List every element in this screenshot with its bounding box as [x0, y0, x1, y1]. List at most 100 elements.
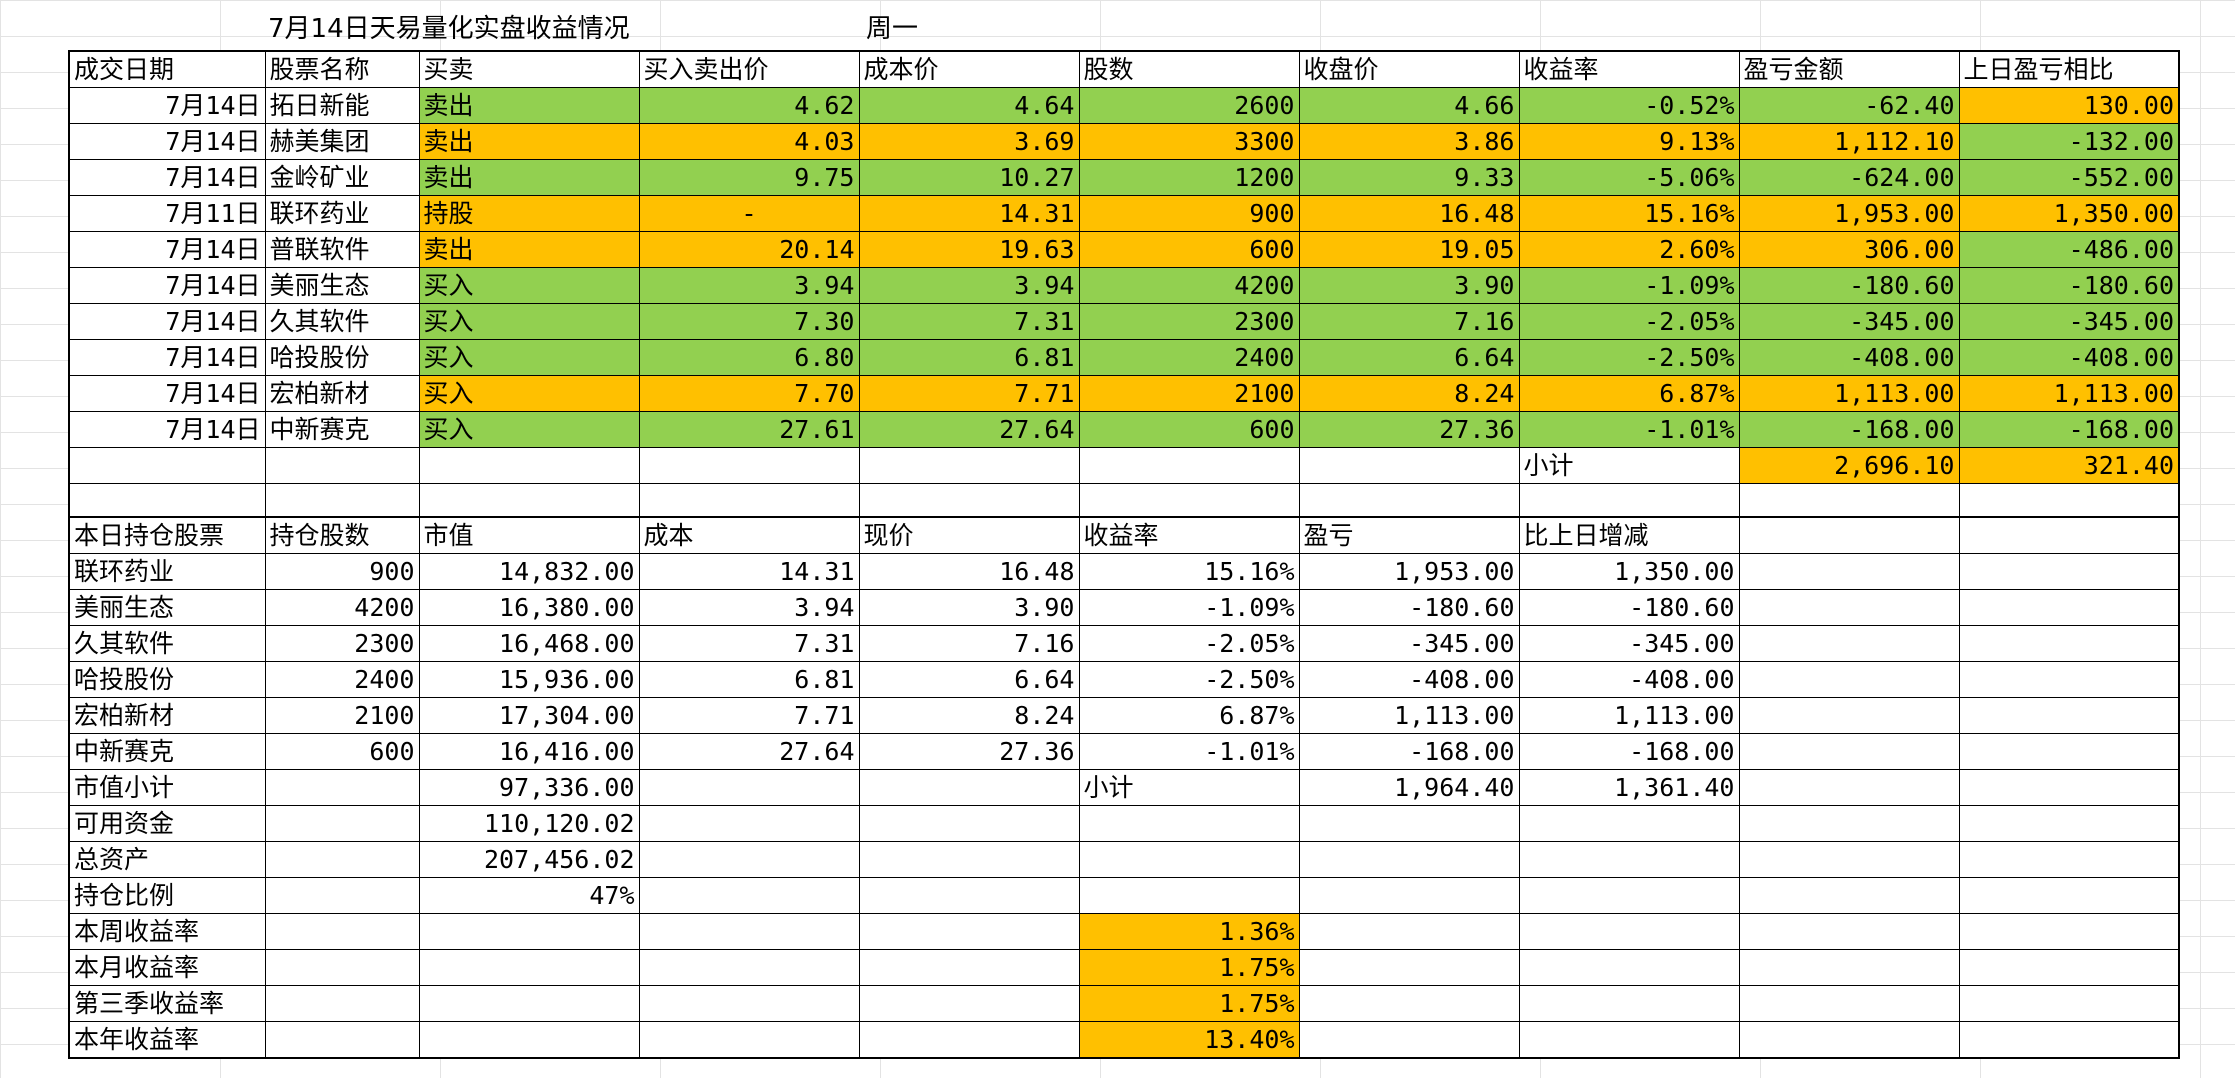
empty-cell[interactable]	[1958, 625, 2180, 662]
shares-cell[interactable]: 3300	[1078, 123, 1300, 160]
stock-name-cell[interactable]: 赫美集团	[264, 123, 420, 160]
cost-price-cell[interactable]: 6.81	[858, 339, 1080, 376]
empty-cell[interactable]	[638, 1021, 860, 1059]
empty-cell[interactable]	[264, 805, 420, 842]
empty-cell[interactable]	[858, 447, 1080, 484]
vs-prev-cell[interactable]: 1,350.00	[1958, 195, 2180, 232]
empty-cell[interactable]	[1078, 841, 1300, 878]
vs-prev-cell[interactable]: -486.00	[1958, 231, 2180, 268]
empty-cell[interactable]	[1298, 483, 1520, 519]
empty-cell[interactable]	[418, 913, 640, 950]
close-price-cell[interactable]: 4.66	[1298, 87, 1520, 124]
holding-change-cell[interactable]: -408.00	[1518, 661, 1740, 698]
trade-date-cell[interactable]: 7月14日	[68, 339, 266, 376]
empty-cell[interactable]	[1958, 841, 2180, 878]
header-cell[interactable]: 成本	[638, 516, 860, 554]
holding-rate-cell[interactable]: 15.16%	[1078, 553, 1300, 590]
holding-change-cell[interactable]: -168.00	[1518, 733, 1740, 770]
empty-cell[interactable]	[1738, 877, 1960, 914]
stock-name-cell[interactable]: 哈投股份	[264, 339, 420, 376]
holding-cost-cell[interactable]: 3.94	[638, 589, 860, 626]
empty-cell[interactable]	[858, 841, 1080, 878]
yearly-return-cell[interactable]: 13.40%	[1078, 1021, 1300, 1059]
vs-prev-cell[interactable]: -132.00	[1958, 123, 2180, 160]
subtotal-vs-prev-cell[interactable]: 321.40	[1958, 447, 2180, 484]
empty-cell[interactable]	[264, 949, 420, 986]
empty-cell[interactable]	[1958, 949, 2180, 986]
shares-cell[interactable]: 1200	[1078, 159, 1300, 196]
holding-pnl-cell[interactable]: 1,953.00	[1298, 553, 1520, 590]
action-cell[interactable]: 买入	[418, 267, 640, 304]
cost-price-cell[interactable]: 7.71	[858, 375, 1080, 412]
empty-cell[interactable]	[1298, 949, 1520, 986]
empty-cell[interactable]	[638, 769, 860, 806]
stock-name-cell[interactable]: 金岭矿业	[264, 159, 420, 196]
empty-cell[interactable]	[1518, 877, 1740, 914]
empty-cell[interactable]	[1518, 805, 1740, 842]
empty-cell[interactable]	[264, 483, 420, 519]
empty-cell[interactable]	[1738, 697, 1960, 734]
pnl-cell[interactable]: -345.00	[1738, 303, 1960, 340]
header-cell[interactable]: 比上日增减	[1518, 516, 1740, 554]
action-cell[interactable]: 持股	[418, 195, 640, 232]
pnl-cell[interactable]: -62.40	[1738, 87, 1960, 124]
cost-price-cell[interactable]: 27.64	[858, 411, 1080, 448]
return-rate-cell[interactable]: -0.52%	[1518, 87, 1740, 124]
holding-pnl-cell[interactable]: -408.00	[1298, 661, 1520, 698]
holding-cost-cell[interactable]: 27.64	[638, 733, 860, 770]
pnl-cell[interactable]: -180.60	[1738, 267, 1960, 304]
header-cell[interactable]: 股票名称	[264, 50, 420, 88]
trade-price-cell[interactable]: -	[638, 195, 860, 232]
empty-cell[interactable]	[264, 769, 420, 806]
trade-date-cell[interactable]: 7月14日	[68, 159, 266, 196]
action-cell[interactable]: 卖出	[418, 87, 640, 124]
cost-price-cell[interactable]: 3.69	[858, 123, 1080, 160]
header-cell[interactable]: 本日持仓股票	[68, 516, 266, 554]
empty-cell[interactable]	[638, 913, 860, 950]
empty-cell[interactable]	[264, 447, 420, 484]
trade-date-cell[interactable]: 7月14日	[68, 375, 266, 412]
trade-price-cell[interactable]: 7.70	[638, 375, 860, 412]
header-cell[interactable]: 市值	[418, 516, 640, 554]
cost-price-cell[interactable]: 4.64	[858, 87, 1080, 124]
empty-cell[interactable]	[264, 1021, 420, 1059]
stock-name-cell[interactable]: 中新赛克	[264, 411, 420, 448]
empty-cell[interactable]	[1298, 985, 1520, 1022]
shares-cell[interactable]: 4200	[1078, 267, 1300, 304]
trade-date-cell[interactable]: 7月14日	[68, 411, 266, 448]
holding-change-cell[interactable]: 1,350.00	[1518, 553, 1740, 590]
holding-pnl-cell[interactable]: -345.00	[1298, 625, 1520, 662]
holding-shares-cell[interactable]: 600	[264, 733, 420, 770]
action-cell[interactable]: 卖出	[418, 231, 640, 268]
holding-shares-cell[interactable]: 900	[264, 553, 420, 590]
empty-cell[interactable]	[264, 877, 420, 914]
close-price-cell[interactable]: 6.64	[1298, 339, 1520, 376]
empty-cell[interactable]	[1298, 877, 1520, 914]
return-rate-cell[interactable]: -2.50%	[1518, 339, 1740, 376]
pnl-cell[interactable]: -408.00	[1738, 339, 1960, 376]
empty-cell[interactable]	[638, 841, 860, 878]
return-rate-cell[interactable]: -1.09%	[1518, 267, 1740, 304]
empty-cell[interactable]	[1738, 553, 1960, 590]
empty-cell[interactable]	[1738, 805, 1960, 842]
holding-shares-cell[interactable]: 2400	[264, 661, 420, 698]
empty-cell[interactable]	[1078, 805, 1300, 842]
holding-shares-cell[interactable]: 2300	[264, 625, 420, 662]
trade-date-cell[interactable]: 7月14日	[68, 123, 266, 160]
return-rate-cell[interactable]: 2.60%	[1518, 231, 1740, 268]
empty-cell[interactable]	[418, 483, 640, 519]
empty-cell[interactable]	[1738, 483, 1960, 519]
empty-cell[interactable]	[638, 877, 860, 914]
header-cell[interactable]: 收益率	[1518, 50, 1740, 88]
cost-price-cell[interactable]: 10.27	[858, 159, 1080, 196]
market-value-cell[interactable]: 15,936.00	[418, 661, 640, 698]
empty-cell[interactable]	[1958, 769, 2180, 806]
empty-cell[interactable]	[1958, 877, 2180, 914]
empty-cell[interactable]	[1078, 483, 1300, 519]
header-cell[interactable]: 买卖	[418, 50, 640, 88]
holding-name-cell[interactable]: 联环药业	[68, 553, 266, 590]
holding-change-cell[interactable]: -180.60	[1518, 589, 1740, 626]
stock-name-cell[interactable]: 美丽生态	[264, 267, 420, 304]
quarter-return-label[interactable]: 第三季收益率	[68, 985, 266, 1022]
return-rate-cell[interactable]: -2.05%	[1518, 303, 1740, 340]
